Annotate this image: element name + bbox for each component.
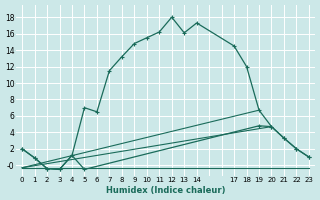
X-axis label: Humidex (Indice chaleur): Humidex (Indice chaleur) — [106, 186, 225, 195]
